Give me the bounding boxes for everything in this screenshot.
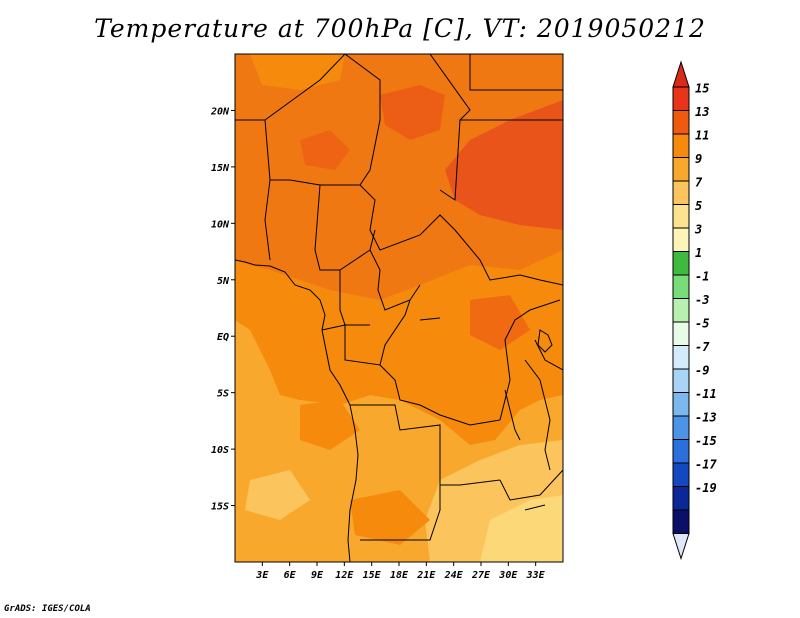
colorbar-swatch <box>672 157 690 182</box>
grads-credit: GrADS: IGES/COLA <box>4 604 91 614</box>
colorbar-swatch <box>672 486 690 511</box>
longitude-axis: 3E 6E 9E 12E 15E 18E 21E 24E 27E 30E 33E <box>255 562 546 581</box>
colorbar-label: -3 <box>695 293 709 307</box>
lat-tick-label: 5S <box>217 389 229 400</box>
colorbar-swatch <box>672 345 690 370</box>
lat-tick-label: 10S <box>211 445 229 456</box>
colorbar-label: -9 <box>695 364 709 378</box>
colorbar-label: 11 <box>695 129 709 143</box>
colorbar-label: 1 <box>695 246 702 260</box>
lon-tick-label: 12E <box>335 570 354 581</box>
colorbar-label: 9 <box>695 152 702 166</box>
colorbar-label: -17 <box>695 458 717 472</box>
lon-tick-label: 9E <box>311 570 324 581</box>
country-borders <box>235 54 563 562</box>
colorbar-swatch <box>672 204 690 229</box>
lat-tick-label: 5N <box>217 276 230 287</box>
colorbar-label: -1 <box>695 270 709 284</box>
lon-tick-label: 27E <box>471 570 491 581</box>
colorbar-swatch <box>672 392 690 417</box>
lon-tick-label: 33E <box>526 570 546 581</box>
lat-tick-label: 15N <box>211 163 230 174</box>
lon-tick-label: 15E <box>363 570 382 581</box>
lon-tick-label: 6E <box>284 570 297 581</box>
colorbar-label: 5 <box>695 199 702 213</box>
colorbar-label: 7 <box>695 176 703 190</box>
colorbar-swatch <box>672 462 690 487</box>
lon-tick-label: 24E <box>444 570 464 581</box>
lon-tick-label: 21E <box>416 570 436 581</box>
temperature-field <box>235 54 563 562</box>
colorbar-label: 13 <box>695 105 709 119</box>
colorbar-swatch <box>672 321 690 346</box>
lat-tick-label: 15S <box>211 502 229 513</box>
colorbar-top-arrow <box>672 60 690 88</box>
colorbar-swatch <box>672 227 690 252</box>
colorbar-swatch <box>672 415 690 440</box>
colorbar-swatch <box>672 368 690 393</box>
lat-tick-label: 10N <box>211 219 230 230</box>
colorbar-label: -13 <box>695 411 717 425</box>
colorbar-swatch <box>672 274 690 299</box>
lon-tick-label: 3E <box>255 570 269 581</box>
lat-tick-label: EQ <box>217 332 229 343</box>
lat-tick-label: 20N <box>210 106 230 117</box>
colorbar-label: -11 <box>695 387 717 401</box>
colorbar-swatch <box>672 298 690 323</box>
colorbar-label: -15 <box>695 434 717 448</box>
colorbar: 15 13 11 9 7 5 3 1 -1 -3 -5 -7 -9 -11 -13 -15 -17 -19 <box>672 60 717 561</box>
colorbar-label: 3 <box>694 223 702 237</box>
colorbar-bottom-arrow <box>672 533 690 561</box>
lon-tick-label: 30E <box>498 570 518 581</box>
colorbar-swatch <box>672 133 690 158</box>
colorbar-swatch <box>672 509 690 534</box>
map-title: Temperature at 700hPa [C], VT: 201905021… <box>94 14 706 43</box>
lon-tick-label: 18E <box>390 570 409 581</box>
colorbar-label: 15 <box>695 82 709 96</box>
colorbar-swatch <box>672 439 690 464</box>
colorbar-label: -7 <box>695 340 710 354</box>
colorbar-swatch <box>672 251 690 276</box>
colorbar-label: -19 <box>695 481 717 495</box>
colorbar-label: -5 <box>695 317 709 331</box>
colorbar-swatch <box>672 110 690 135</box>
colorbar-swatch <box>672 86 690 111</box>
latitude-axis: 20N 15N 10N 5N EQ 5S 10S 15S <box>210 106 235 513</box>
colorbar-swatch <box>672 180 690 205</box>
